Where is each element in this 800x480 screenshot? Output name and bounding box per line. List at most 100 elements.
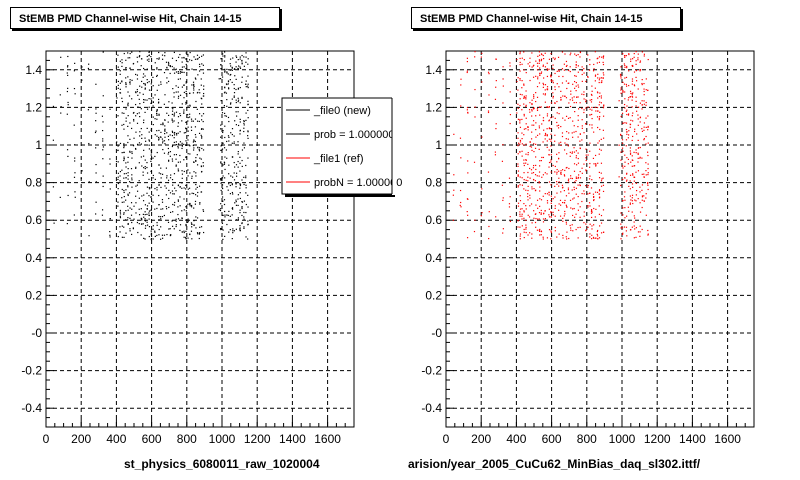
right-data-point [589, 162, 591, 165]
left-data-point [74, 196, 76, 198]
left-data-point [168, 189, 170, 192]
right-data-point [568, 132, 570, 134]
right-data-point [517, 145, 519, 147]
right-data-point [567, 138, 569, 140]
right-data-point [546, 68, 548, 70]
left-data-point [187, 126, 189, 128]
left-data-point [235, 111, 237, 113]
right-data-point [629, 96, 631, 98]
left-data-point [192, 144, 195, 147]
left-data-point [144, 159, 146, 161]
right-data-point [637, 106, 640, 108]
left-data-point [229, 58, 232, 60]
left-data-point [228, 136, 230, 139]
right-data-point [473, 161, 476, 163]
left-data-point [52, 139, 54, 141]
left-data-point [177, 199, 179, 201]
left-data-point [67, 104, 69, 106]
right-data-point [645, 214, 647, 216]
right-data-point [525, 96, 527, 99]
left-data-point [173, 120, 175, 122]
left-data-point [125, 219, 127, 221]
left-data-point [123, 52, 125, 55]
right-data-point [556, 161, 558, 163]
left-data-point [136, 122, 139, 124]
left-data-point [175, 111, 178, 113]
right-data-point [525, 105, 527, 108]
right-data-point [635, 189, 638, 192]
left-data-point [222, 229, 224, 231]
left-data-point [189, 113, 191, 115]
right-data-point [554, 171, 556, 173]
left-data-point [183, 159, 185, 161]
left-data-point [191, 192, 193, 194]
right-data-point [521, 118, 523, 121]
right-data-point [632, 65, 634, 68]
left-data-point [127, 168, 129, 170]
left-data-point [226, 83, 228, 86]
right-data-point [631, 139, 633, 142]
left-data-point [194, 200, 197, 203]
right-data-point [600, 149, 602, 151]
left-data-point [148, 186, 150, 189]
right-data-point [645, 104, 647, 106]
right-data-point [558, 69, 560, 71]
left-data-point [187, 175, 189, 177]
right-data-point [631, 115, 633, 117]
right-data-point [544, 84, 547, 86]
right-y-tick-label: -0.4 [421, 401, 442, 415]
right-data-point [460, 201, 462, 204]
right-data-point [529, 57, 531, 59]
right-data-point [645, 143, 647, 145]
left-data-point [154, 62, 156, 64]
right-data-point [625, 128, 628, 131]
left-data-point [119, 92, 122, 94]
left-data-point [161, 234, 164, 236]
left-data-point [164, 94, 166, 96]
left-data-point [95, 213, 97, 215]
left-data-point [195, 175, 197, 177]
right-data-point [563, 175, 566, 177]
right-data-point [622, 122, 624, 124]
left-data-point [144, 99, 146, 101]
left-data-point [193, 87, 195, 89]
left-data-point [136, 61, 139, 63]
left-data-point [81, 170, 83, 172]
left-data-point [200, 128, 203, 130]
right-data-point [576, 96, 578, 98]
right-x-axis-label: arision/year_2005_CuCu62_MinBias_daq_sl3… [408, 457, 701, 471]
left-data-point [164, 143, 166, 145]
right-data-point [516, 112, 518, 114]
left-data-point [177, 168, 179, 170]
left-data-point [187, 220, 189, 222]
left-data-point [102, 149, 104, 151]
left-data-point [181, 57, 183, 59]
right-data-point [633, 180, 635, 182]
right-data-point [632, 186, 634, 188]
left-data-point [148, 60, 150, 62]
right-data-point [647, 125, 649, 128]
right-data-point [521, 225, 523, 227]
right-data-point [622, 53, 624, 55]
right-data-point [564, 95, 566, 97]
left-data-point [148, 51, 150, 53]
left-data-point [239, 58, 241, 60]
left-data-point [247, 117, 249, 119]
right-data-point [568, 167, 570, 170]
right-data-point [575, 155, 578, 157]
right-data-point [637, 124, 639, 126]
left-data-point [132, 62, 135, 65]
right-data-point [620, 66, 622, 68]
right-data-point [533, 150, 535, 153]
left-data-point [183, 231, 185, 234]
right-data-point [550, 161, 552, 163]
right-data-point [569, 99, 571, 101]
right-data-point [587, 193, 589, 195]
left-data-point [146, 108, 149, 110]
right-data-point [625, 110, 627, 112]
right-data-point [647, 58, 649, 61]
right-data-point [559, 199, 562, 201]
left-data-point [95, 172, 97, 174]
left-data-point [191, 84, 193, 86]
left-data-point [141, 165, 143, 167]
